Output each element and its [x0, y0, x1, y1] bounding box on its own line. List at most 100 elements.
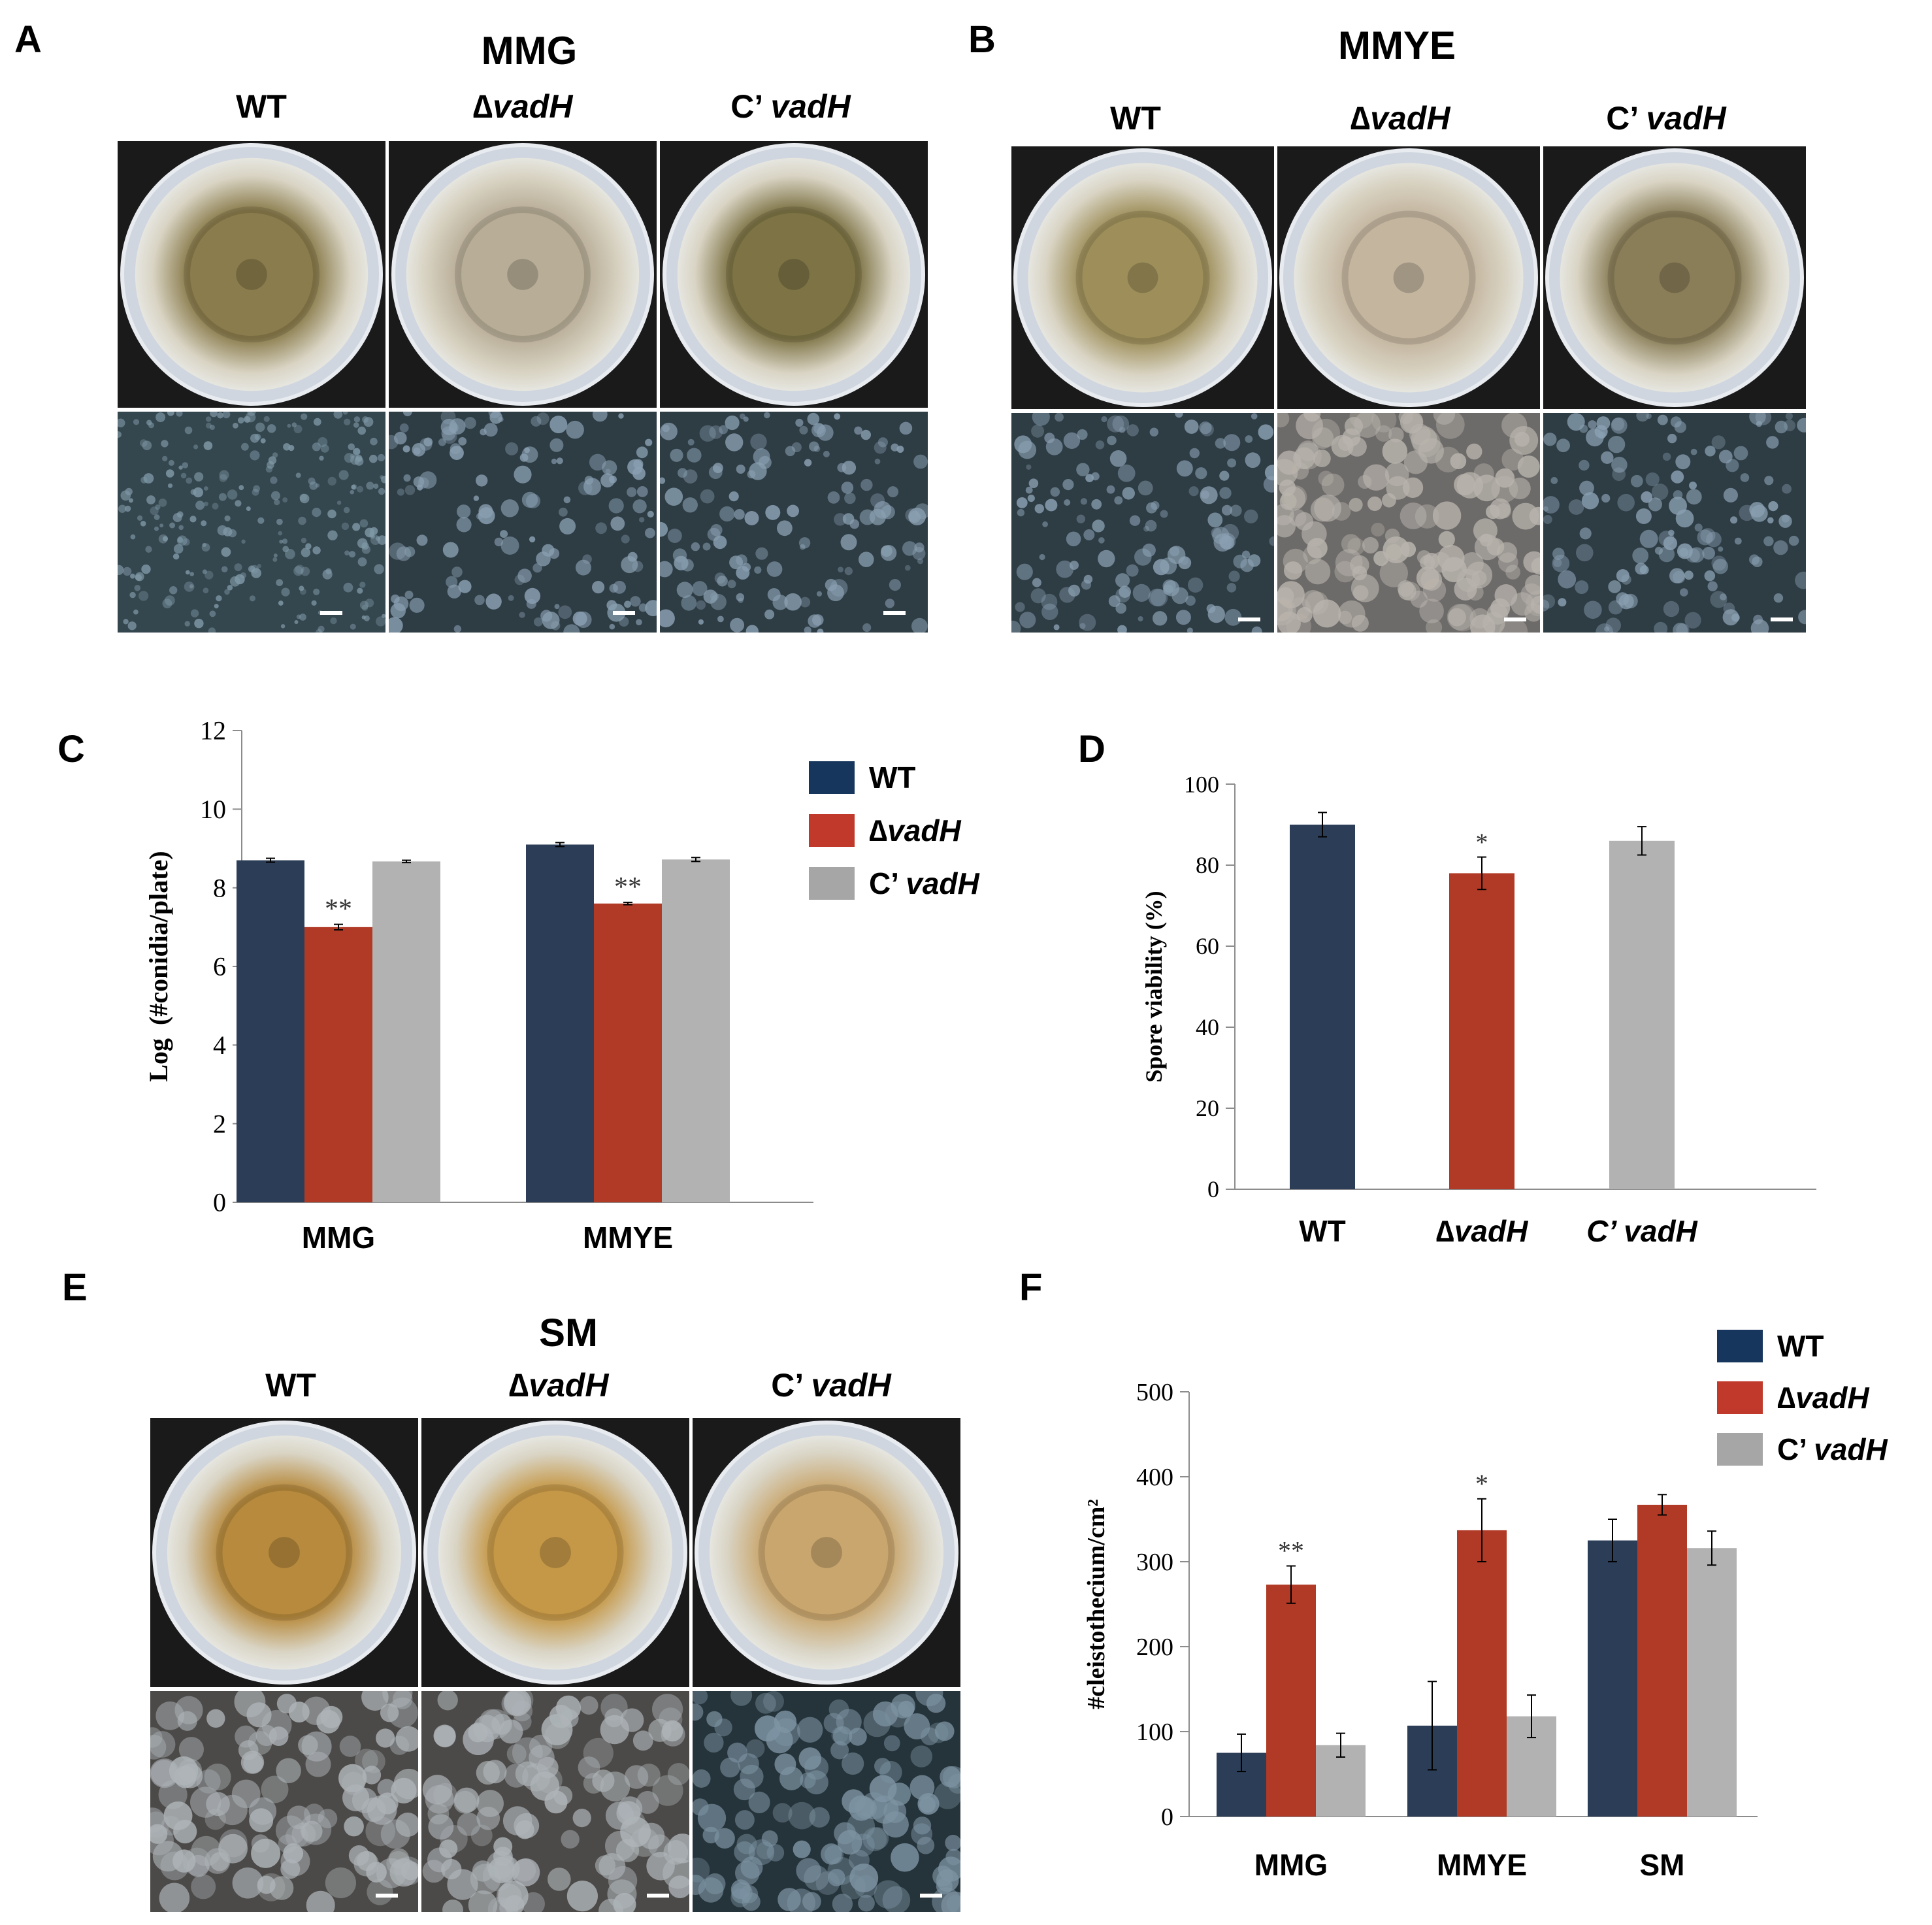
colony-structure: [636, 1790, 659, 1814]
colony-structure: [280, 624, 286, 629]
colony-structure: [343, 582, 353, 593]
colony-structure: [1126, 424, 1139, 436]
colony-structure: [874, 441, 887, 454]
colony-structure: [449, 418, 466, 435]
colony-structure: [327, 509, 336, 519]
colony-structure: [319, 455, 324, 461]
category-label: C’ vadH: [1586, 1214, 1697, 1248]
colony-structure: [1245, 452, 1261, 469]
micrograph-b-delta: [1277, 413, 1540, 633]
colony-structure: [473, 495, 480, 501]
colony-structure: [652, 1694, 683, 1725]
fungal-colony: [167, 1435, 402, 1670]
significance-marker: *: [1475, 1469, 1488, 1498]
colony-structure: [1543, 594, 1556, 609]
colony-structure: [849, 519, 860, 529]
colony-structure: [1531, 557, 1540, 575]
colony-structure: [304, 1803, 325, 1825]
colony-structure: [755, 547, 768, 560]
colony-center: [1127, 262, 1158, 293]
colony-structure: [645, 600, 657, 617]
colony-structure: [1775, 420, 1788, 434]
colony-structure: [1512, 502, 1539, 530]
panel-a-label-delta: ∆vadH: [472, 88, 573, 125]
colony-structure: [821, 1843, 842, 1865]
colony-structure: [392, 1691, 413, 1709]
colony-structure: [491, 1713, 513, 1735]
colony-structure: [830, 1741, 849, 1760]
y-tick-label: 40: [1196, 1014, 1219, 1040]
colony-structure: [249, 595, 255, 602]
colony-structure: [632, 1730, 653, 1751]
colony-structure: [904, 565, 911, 571]
colony-structure: [691, 542, 700, 551]
colony-structure: [504, 1691, 532, 1717]
colony-structure: [748, 1791, 770, 1813]
colony-structure: [618, 413, 624, 419]
colony-structure: [667, 1763, 689, 1785]
colony-structure: [636, 486, 648, 497]
colony-structure: [632, 561, 644, 572]
micrograph-a-comp: [660, 412, 928, 633]
colony-structure: [1397, 580, 1415, 597]
colony-structure: [295, 472, 301, 478]
category-label: MMYE: [583, 1221, 673, 1255]
colony-structure: [203, 441, 213, 450]
colony-structure: [193, 444, 199, 450]
legend-item-delta: ∆vadH: [1717, 1380, 1869, 1415]
colony-structure: [483, 1760, 507, 1784]
colony-structure: [572, 1809, 591, 1828]
colony-structure: [373, 484, 379, 489]
colony-structure: [255, 422, 265, 432]
colony-structure: [714, 572, 726, 584]
colony-structure: [1479, 533, 1493, 547]
colony-structure: [396, 546, 412, 561]
colony-structure: [219, 474, 227, 482]
colony-structure: [506, 1744, 527, 1764]
colony-structure: [1083, 529, 1095, 540]
colony-structure: [1720, 593, 1727, 601]
colony-structure: [1639, 529, 1658, 548]
colony-structure: [934, 1781, 960, 1809]
colony-structure: [698, 1877, 724, 1903]
colony-structure: [287, 1805, 311, 1830]
colony-structure: [118, 418, 125, 428]
colony-structure: [357, 587, 363, 594]
colony-structure: [377, 453, 385, 462]
colony-structure: [344, 418, 351, 425]
colony-structure: [1558, 570, 1577, 589]
y-axis-label: #cleistothecium/cm²: [1083, 1499, 1110, 1709]
colony-structure: [275, 1815, 306, 1846]
colony-structure: [1230, 504, 1242, 517]
y-tick-label: 2: [213, 1109, 226, 1138]
colony-structure: [276, 579, 284, 586]
colony-structure: [357, 426, 366, 435]
colony-structure: [273, 553, 278, 558]
colony-structure: [1756, 421, 1762, 427]
colony-structure: [203, 587, 209, 594]
colony-structure: [883, 1800, 907, 1823]
colony-structure: [237, 417, 244, 424]
colony-structure: [1556, 438, 1570, 453]
colony-structure: [376, 1728, 395, 1748]
colony-structure: [1632, 548, 1649, 564]
y-tick-label: 0: [1207, 1176, 1219, 1202]
legend-label-delta: ∆vadH: [1777, 1381, 1869, 1415]
colony-structure: [1363, 464, 1390, 491]
colony-structure: [389, 542, 406, 560]
colony-structure: [605, 469, 611, 474]
colony-structure: [529, 1745, 555, 1771]
micrograph-svg: [1011, 413, 1274, 633]
colony-structure: [150, 1731, 176, 1758]
colony-structure: [1277, 504, 1294, 526]
colony-structure: [584, 476, 594, 485]
colony-structure: [120, 490, 131, 501]
colony-structure: [1704, 570, 1716, 582]
colony-structure: [295, 565, 304, 574]
colony-structure: [253, 485, 260, 493]
colony-structure: [203, 501, 208, 506]
colony-structure: [1798, 610, 1806, 625]
colony-structure: [693, 1703, 704, 1721]
significance-marker: **: [1278, 1536, 1304, 1566]
colony-structure: [500, 530, 508, 538]
